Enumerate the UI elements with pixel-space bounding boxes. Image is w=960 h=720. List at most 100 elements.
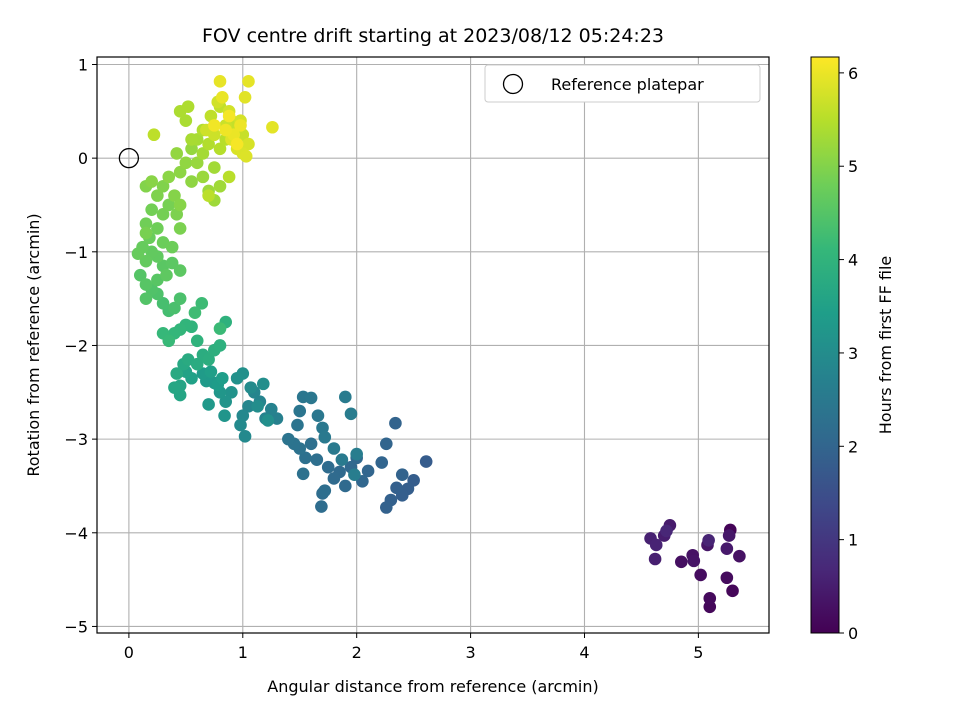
legend-entry-label: Reference platepar (551, 75, 704, 94)
x-tick-label: 5 (693, 643, 703, 662)
data-point (335, 453, 349, 467)
y-tick-label: −4 (64, 524, 88, 543)
data-point (202, 137, 215, 151)
data-point (703, 592, 717, 605)
data-point (179, 156, 193, 170)
data-point (242, 75, 255, 88)
x-tick-label: 2 (352, 643, 362, 662)
data-point (380, 501, 393, 514)
grid-lines (97, 57, 769, 633)
data-point (190, 334, 204, 348)
data-point (222, 109, 236, 123)
colorbar-ticks: 0 1 2 3 4 5 6 (839, 64, 858, 643)
data-point (179, 114, 193, 127)
x-tick-label: 1 (238, 643, 248, 662)
data-point (311, 409, 325, 423)
data-point (242, 137, 255, 151)
data-point (282, 432, 295, 446)
colorbar: 0 1 2 3 4 5 6 Hours from first FF file (810, 56, 895, 643)
data-point (213, 322, 227, 335)
data-point (649, 538, 663, 552)
data-point (344, 407, 358, 421)
reference-marker-group (118, 148, 140, 169)
data-point (165, 240, 179, 254)
data-point (181, 100, 195, 113)
data-point (222, 170, 236, 184)
data-point (722, 529, 736, 542)
y-axis-label: Rotation from reference (arcmin) (24, 213, 43, 476)
x-tick-label: 4 (579, 643, 589, 662)
data-point (213, 142, 227, 156)
data-point (165, 256, 179, 270)
data-point (419, 455, 433, 468)
x-tick-label: 3 (465, 643, 475, 662)
data-point (170, 147, 184, 160)
colorbar-tick-label: 5 (848, 157, 858, 176)
data-point (251, 400, 264, 413)
data-point (296, 467, 310, 481)
legend-box (484, 64, 761, 103)
y-tick-label: 1 (78, 55, 88, 74)
data-point (726, 584, 739, 598)
data-point (299, 451, 312, 465)
data-point (162, 334, 176, 348)
data-point (147, 128, 161, 142)
data-point (310, 453, 324, 467)
data-point (131, 247, 145, 260)
y-axis-ticks: 1 0 −1 −2 −3 −4 −5 (64, 55, 97, 636)
colorbar-tick-label: 6 (848, 64, 858, 83)
data-point (215, 90, 229, 104)
data-point (213, 179, 227, 193)
data-point (321, 460, 335, 474)
data-point (256, 377, 270, 391)
data-points (131, 75, 746, 614)
y-tick-label: 0 (78, 149, 88, 168)
data-point (215, 371, 229, 385)
data-point (188, 306, 202, 319)
data-point (145, 175, 158, 188)
y-tick-label: −3 (64, 430, 88, 449)
x-axis-label: Angular distance from reference (arcmin) (267, 677, 598, 696)
data-point (234, 119, 247, 132)
colorbar-tick-label: 1 (848, 531, 858, 550)
data-point (702, 533, 715, 547)
data-point (151, 189, 164, 202)
colorbar-tick-label: 3 (848, 344, 858, 363)
data-point (173, 198, 187, 212)
data-point (242, 400, 255, 413)
data-point (139, 217, 153, 231)
data-point (230, 137, 244, 151)
x-tick-label: 0 (124, 643, 134, 662)
data-point (238, 430, 252, 443)
data-point (170, 367, 184, 380)
data-point (173, 292, 187, 305)
data-point (318, 484, 332, 497)
data-point (173, 165, 187, 179)
colorbar-tick-label: 0 (848, 624, 858, 643)
data-point (185, 175, 198, 188)
data-point (133, 268, 147, 282)
data-point (380, 437, 393, 451)
data-point (213, 339, 227, 352)
data-point (660, 524, 673, 538)
legend: Reference platepar (484, 64, 761, 103)
data-point (389, 416, 402, 430)
data-point (195, 297, 209, 310)
x-axis-ticks: 0 1 2 3 4 5 (124, 633, 703, 662)
data-point (234, 418, 247, 432)
data-point (395, 468, 409, 482)
y-tick-label: −1 (64, 243, 88, 262)
data-point (185, 142, 198, 156)
data-point (156, 297, 170, 310)
colorbar-label: Hours from first FF file (876, 256, 895, 435)
data-point (208, 161, 221, 174)
data-point (304, 391, 318, 405)
data-point (213, 75, 227, 88)
data-point (190, 156, 204, 170)
colorbar-tick-label: 4 (848, 251, 858, 270)
data-point (225, 385, 238, 399)
data-point (139, 278, 153, 291)
data-point (173, 222, 187, 235)
data-point (733, 549, 746, 563)
